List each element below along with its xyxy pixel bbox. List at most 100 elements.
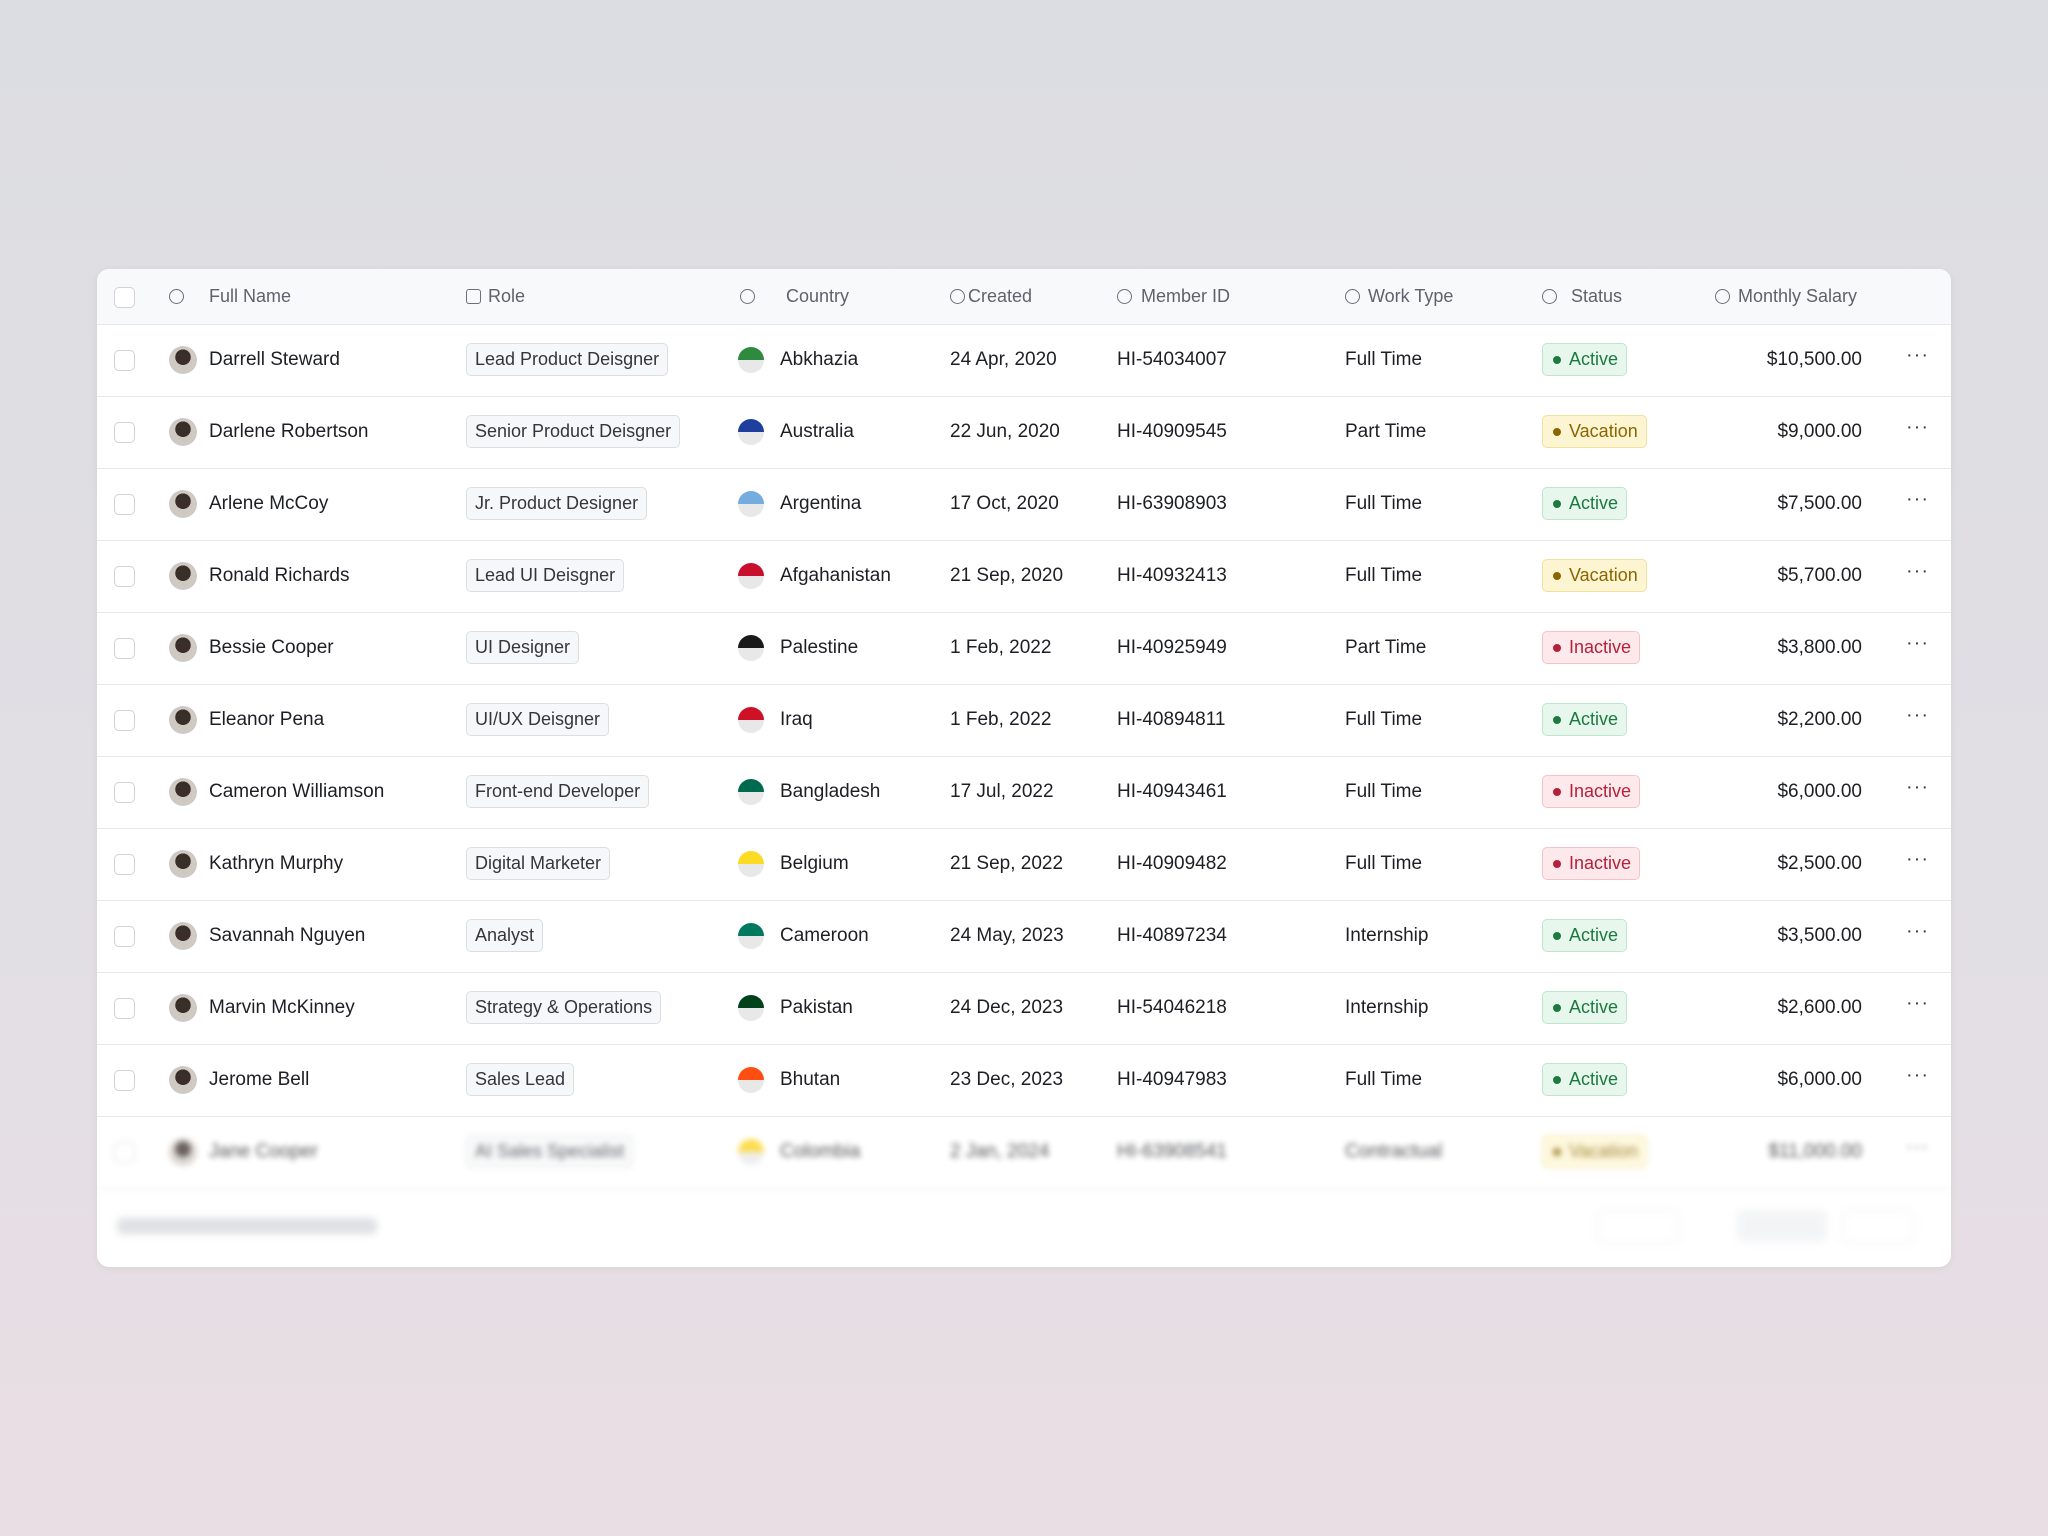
row-checkbox[interactable]: [114, 1142, 135, 1163]
avatar: [169, 562, 197, 590]
monthly-salary: $9,000.00: [1777, 421, 1862, 442]
table-row: Ronald Richards Lead UI Deisgner Afgahanis…: [97, 540, 1951, 613]
row-actions[interactable]: ···: [1906, 1136, 1929, 1158]
header-icon: [1117, 289, 1132, 304]
work-type: Full Time: [1345, 349, 1423, 370]
status-badge: Active: [1542, 1063, 1628, 1096]
table-row: Bessie Cooper UI Designer Palestine 1 Feb, …: [97, 612, 1951, 685]
created-date: 17 Jul, 2022: [950, 781, 1054, 802]
row-checkbox[interactable]: [114, 854, 135, 875]
member-id: HI-40909482: [1117, 853, 1227, 874]
column-header: Status: [1571, 286, 1623, 306]
work-type: Full Time: [1345, 781, 1423, 802]
column-header: Full Name: [209, 286, 292, 306]
monthly-salary: $5,700.00: [1777, 565, 1862, 586]
row-checkbox[interactable]: [114, 926, 135, 947]
full-name: Darrell Steward: [209, 349, 340, 370]
row-checkbox[interactable]: [114, 710, 135, 731]
header-icon: [1345, 289, 1360, 304]
row-actions[interactable]: ···: [1906, 920, 1929, 942]
full-name: Cameron Williamson: [209, 781, 385, 802]
row-actions[interactable]: ···: [1906, 776, 1929, 798]
member-id: HI-40897234: [1117, 925, 1227, 946]
flag: [738, 347, 764, 373]
member-id: HI-40925949: [1117, 637, 1227, 658]
created-date: 24 Dec, 2023: [950, 997, 1064, 1018]
member-id: HI-40947983: [1117, 1069, 1227, 1090]
table-header: Full Name Role Country Created Member ID Work…: [97, 269, 1951, 325]
column-header: Member ID: [1141, 286, 1231, 306]
monthly-salary: $2,200.00: [1777, 709, 1862, 730]
header-icon: [466, 289, 481, 304]
monthly-salary: $6,000.00: [1777, 1069, 1862, 1090]
table-row: Jane Cooper AI Sales Specialist Colombia 2 …: [97, 1116, 1951, 1189]
status-badge: Vacation: [1542, 559, 1647, 592]
country: Argentina: [780, 493, 862, 514]
row-actions[interactable]: ···: [1906, 416, 1929, 438]
header-icon: [740, 289, 755, 304]
row-checkbox[interactable]: [114, 566, 135, 587]
row-actions[interactable]: ···: [1906, 632, 1929, 654]
member-id: HI-54046218: [1117, 997, 1227, 1018]
work-type: Full Time: [1345, 1069, 1423, 1090]
country: Abkhazia: [780, 349, 859, 370]
previous-button[interactable]: [1737, 1210, 1827, 1242]
avatar: [169, 850, 197, 878]
created-date: 2 Jan, 2024: [950, 1141, 1050, 1162]
monthly-salary: $6,000.00: [1777, 781, 1862, 802]
row-actions[interactable]: ···: [1906, 704, 1929, 726]
row-checkbox[interactable]: [114, 494, 135, 515]
next-button[interactable]: [1842, 1210, 1914, 1244]
monthly-salary: $2,500.00: [1777, 853, 1862, 874]
created-date: 1 Feb, 2022: [950, 709, 1052, 730]
row-actions[interactable]: ···: [1906, 1064, 1929, 1086]
work-type: Full Time: [1345, 493, 1423, 514]
avatar: [169, 346, 197, 374]
avatar: [169, 922, 197, 950]
monthly-salary: $2,600.00: [1777, 997, 1862, 1018]
member-id: HI-40894811: [1117, 709, 1226, 730]
role-tag: Analyst: [466, 919, 544, 952]
row-checkbox[interactable]: [114, 638, 135, 659]
page-size[interactable]: [1597, 1210, 1679, 1244]
created-date: 21 Sep, 2022: [950, 853, 1064, 874]
role-tag: AI Sales Specialist: [466, 1135, 634, 1168]
avatar: [169, 1138, 197, 1166]
work-type: Part Time: [1345, 637, 1427, 658]
avatar: [169, 994, 197, 1022]
row-actions[interactable]: ···: [1906, 848, 1929, 870]
row-actions[interactable]: ···: [1906, 344, 1929, 366]
row-actions[interactable]: ···: [1906, 488, 1929, 510]
flag: [738, 995, 764, 1021]
member-id: HI-40909545: [1117, 421, 1227, 442]
row-checkbox[interactable]: [114, 782, 135, 803]
table-row: Savannah Nguyen Analyst Cameroon 24 May, 20…: [97, 900, 1951, 973]
status-badge: Vacation: [1542, 1135, 1647, 1168]
status-badge: Active: [1542, 343, 1628, 376]
country: Bhutan: [780, 1069, 841, 1090]
created-date: 1 Feb, 2022: [950, 637, 1052, 658]
role-tag: Strategy & Operations: [466, 991, 662, 1024]
row-checkbox[interactable]: [114, 350, 135, 371]
column-header: Role: [488, 286, 526, 306]
full-name: Arlene McCoy: [209, 493, 329, 514]
select-all-checkbox[interactable]: [114, 287, 135, 308]
work-type: Internship: [1345, 925, 1429, 946]
member-id: HI-54034007: [1117, 349, 1227, 370]
row-checkbox[interactable]: [114, 422, 135, 443]
flag: [738, 491, 764, 517]
member-id: HI-40943461: [1117, 781, 1227, 802]
header-icon: [169, 289, 184, 304]
work-type: Contractual: [1345, 1141, 1443, 1162]
row-checkbox[interactable]: [114, 1070, 135, 1091]
monthly-salary: $7,500.00: [1777, 493, 1862, 514]
country: Pakistan: [780, 997, 853, 1018]
role-tag: Front-end Developer: [466, 775, 650, 808]
row-actions[interactable]: ···: [1906, 992, 1929, 1014]
avatar: [169, 706, 197, 734]
row-actions[interactable]: ···: [1906, 560, 1929, 582]
header-icon: [950, 289, 965, 304]
status-badge: Active: [1542, 919, 1628, 952]
country: Iraq: [780, 709, 813, 730]
row-checkbox[interactable]: [114, 998, 135, 1019]
